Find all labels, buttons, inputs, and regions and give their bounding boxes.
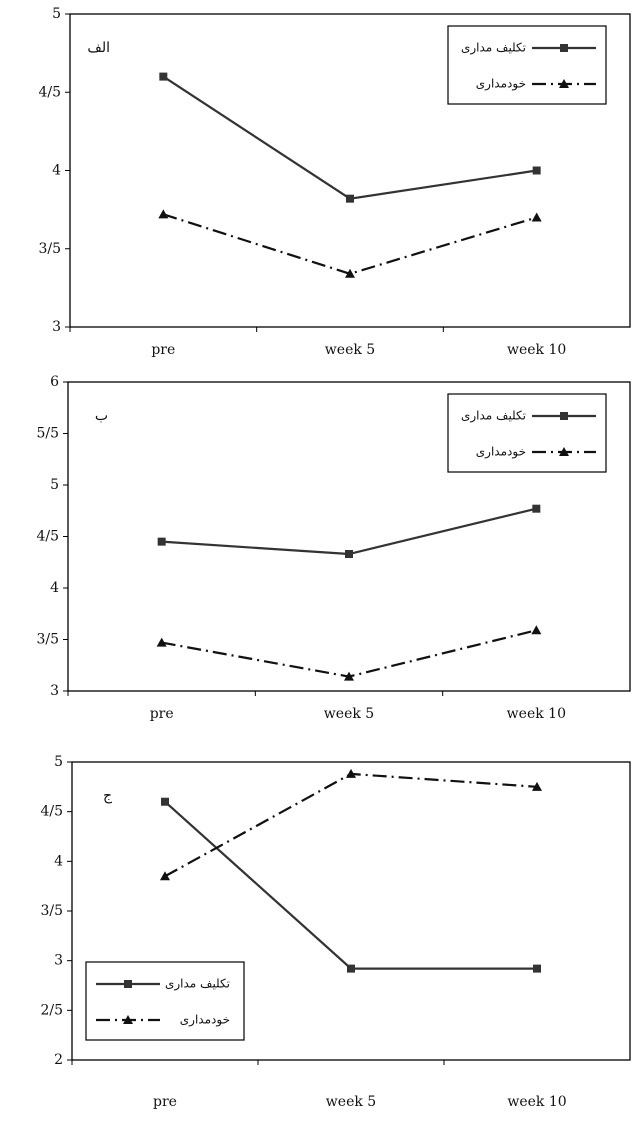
y-tick-label: 4/5 — [36, 529, 59, 545]
series-line — [165, 802, 537, 969]
x-tick-label: week 10 — [507, 1094, 566, 1110]
y-tick-label: 3 — [50, 683, 59, 699]
x-tick-label: pre — [151, 342, 175, 358]
marker-square — [124, 980, 132, 988]
chart-title: ج — [103, 788, 113, 804]
marker-triangle — [158, 209, 168, 218]
marker-square — [560, 44, 568, 52]
y-tick-label: 6 — [50, 374, 59, 390]
legend-label: تکلیف مداری — [461, 409, 526, 424]
marker-triangle — [157, 638, 167, 647]
marker-square — [533, 965, 541, 973]
legend-label: تکلیف مداری — [461, 41, 526, 56]
legend-label: تکلیف مداری — [165, 977, 230, 992]
series-line — [162, 509, 537, 554]
y-tick-label: 5 — [50, 477, 59, 493]
x-tick-label: week 10 — [507, 706, 566, 722]
marker-square — [159, 73, 167, 81]
marker-triangle — [160, 871, 170, 880]
y-tick-label: 5 — [52, 6, 61, 22]
y-tick-label: 4/5 — [38, 84, 61, 100]
series-line — [165, 774, 537, 876]
y-tick-label: 5/5 — [36, 426, 59, 442]
y-tick-label: 3/5 — [36, 632, 59, 648]
legend-box — [86, 962, 244, 1040]
marker-square — [158, 538, 166, 546]
y-tick-label: 4 — [50, 580, 59, 596]
marker-square — [346, 195, 354, 203]
y-tick-label: 2/5 — [40, 1002, 63, 1018]
series-line — [162, 630, 537, 676]
series-line — [163, 214, 536, 273]
y-tick-label: 5 — [54, 754, 63, 770]
marker-square — [161, 798, 169, 806]
y-tick-label: 3 — [54, 953, 63, 969]
x-tick-label: week 5 — [325, 342, 375, 358]
y-tick-label: 4/5 — [40, 804, 63, 820]
page: 3 3/5 4 4/5 5 pre week 5 week 10 الف تکلیف مداری خ… — [0, 0, 635, 1123]
chart-title: ب — [95, 408, 108, 424]
marker-square — [533, 167, 541, 175]
y-tick-label: 4 — [54, 853, 63, 869]
y-tick-label: 4 — [52, 163, 61, 179]
x-tick-label: pre — [153, 1094, 177, 1110]
y-tick-label: 3 — [52, 319, 61, 335]
y-tick-label: 3/5 — [38, 241, 61, 257]
legend-label: خودمداری — [476, 445, 526, 460]
marker-triangle — [532, 212, 542, 221]
marker-square — [345, 550, 353, 558]
legend-label: خودمداری — [180, 1013, 230, 1028]
marker-square — [560, 412, 568, 420]
legend-box — [448, 26, 606, 104]
x-tick-label: week 5 — [324, 706, 374, 722]
marker-square — [347, 965, 355, 973]
marker-square — [532, 505, 540, 513]
marker-triangle — [531, 625, 541, 634]
legend-box — [448, 394, 606, 472]
x-tick-label: pre — [150, 706, 174, 722]
x-tick-label: week 10 — [507, 342, 566, 358]
x-tick-label: week 5 — [326, 1094, 376, 1110]
y-tick-label: 3/5 — [40, 903, 63, 919]
legend-label: خودمداری — [476, 77, 526, 92]
figure: 3 3/5 4 4/5 5 pre week 5 week 10 الف تکلیف مداری خ… — [0, 0, 635, 1123]
chart-title: الف — [87, 40, 110, 56]
y-tick-label: 2 — [54, 1052, 63, 1068]
